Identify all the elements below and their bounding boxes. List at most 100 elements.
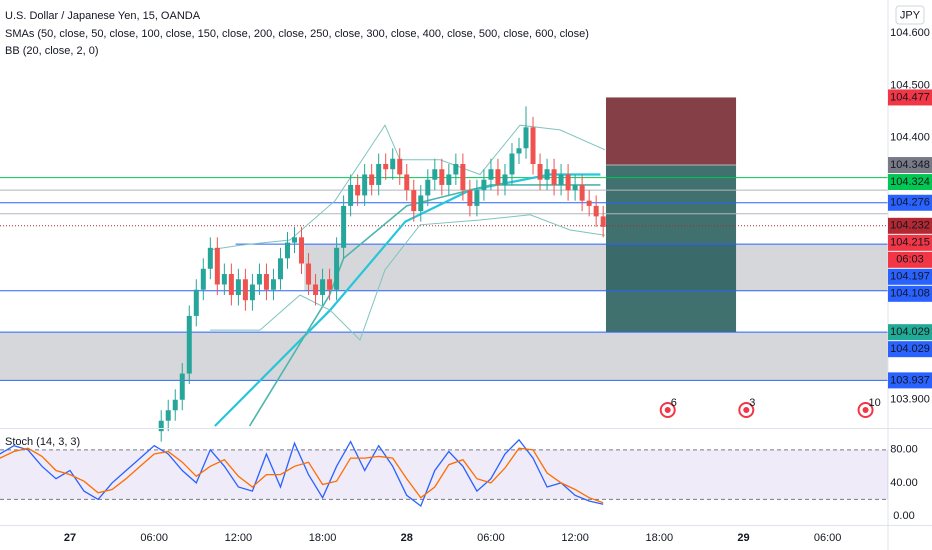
candle-body: [341, 205, 347, 248]
candle-body: [411, 190, 417, 212]
price-tag: [888, 174, 932, 191]
price-tag-label: 104.348: [890, 159, 930, 171]
y-tick-label: 104.400: [890, 132, 930, 144]
price-tag: [888, 341, 932, 358]
candle-body: [397, 158, 403, 175]
indicator-line: [248, 184, 601, 427]
candle-body: [572, 184, 578, 191]
candle-body: [474, 190, 480, 206]
price-tag: [888, 89, 932, 106]
candle-body: [228, 274, 234, 295]
x-tick-label: 12:00: [225, 532, 253, 544]
x-tick-label: 06:00: [140, 532, 168, 544]
price-tag: [888, 372, 932, 389]
countdown-tag: [888, 251, 932, 268]
x-tick-label: 18:00: [646, 532, 674, 544]
candle-body: [446, 174, 452, 185]
x-tick-label: 12:00: [561, 532, 589, 544]
candle-body: [418, 195, 424, 212]
candle-body: [214, 247, 220, 285]
candle-body: [207, 247, 213, 269]
candle-body: [270, 279, 276, 290]
candle-body: [502, 174, 508, 185]
candle-body: [495, 169, 501, 185]
stoch-tick-label: 0.00: [893, 510, 914, 522]
candle-body: [565, 174, 571, 191]
event-dot: [743, 407, 750, 413]
candle-body: [481, 179, 487, 191]
x-tick-label: 06:00: [814, 532, 842, 544]
candle-body: [263, 274, 269, 290]
candle-body: [425, 179, 431, 196]
price-tag: [888, 324, 932, 341]
candle-body: [186, 315, 192, 374]
position-reward: [605, 165, 737, 333]
price-tag-label: 104.477: [890, 91, 930, 103]
candle-body: [537, 163, 543, 180]
candle-body: [362, 174, 368, 196]
price-tag-label: 104.276: [890, 197, 930, 209]
candle-body: [453, 163, 459, 175]
candle-body: [200, 268, 206, 290]
candle-body: [165, 410, 171, 421]
event-count: 3: [749, 397, 755, 409]
chart-title: U.S. Dollar / Japanese Yen, 15, OANDA: [5, 10, 201, 22]
candle-body: [327, 279, 333, 290]
candle-body: [193, 289, 199, 316]
candle-body: [249, 284, 255, 301]
stoch-line: [0, 438, 604, 508]
event-dot: [862, 407, 869, 413]
countdown: 06:03: [896, 254, 924, 266]
price-tag: [888, 194, 932, 211]
candle-body: [284, 242, 290, 259]
position-risk: [605, 97, 737, 166]
stoch-tick-label: 40.00: [890, 477, 918, 489]
candle-body: [320, 279, 326, 295]
candle-body: [348, 184, 354, 206]
zone: [304, 244, 889, 291]
price-tag-label: 104.215: [890, 237, 930, 249]
currency: JPY: [900, 9, 921, 21]
indicator-line: [214, 173, 601, 427]
candle-body: [306, 263, 312, 285]
stoch-line: [0, 447, 604, 504]
price-tag: [888, 234, 932, 251]
candle-body: [579, 184, 585, 201]
x-tick-label: 06:00: [477, 532, 505, 544]
price-tag-label: 104.232: [890, 220, 930, 232]
candle-body: [432, 169, 438, 180]
price-tag-label: 104.029: [890, 343, 930, 355]
candle-body: [299, 237, 305, 264]
candle-body: [334, 247, 340, 290]
candle-body: [439, 169, 445, 185]
candle-body: [355, 184, 361, 196]
candle-body: [179, 373, 185, 400]
candle-body: [586, 200, 592, 206]
candle-body: [376, 163, 382, 185]
event-count: 6: [671, 397, 677, 409]
candle-body: [516, 148, 522, 154]
event-dot: [664, 407, 671, 413]
currency-box: [895, 5, 925, 25]
price-tag-label: 104.324: [890, 176, 930, 188]
candle-body: [467, 190, 473, 206]
price-tag: [888, 285, 932, 302]
event-count: 10: [869, 397, 881, 409]
price-tag-label: 104.108: [890, 288, 930, 300]
x-tick-label: 27: [64, 532, 76, 544]
price-tag: [888, 217, 932, 234]
candle-body: [390, 158, 396, 170]
y-tick-label: 103.900: [890, 394, 930, 406]
candle-body: [158, 420, 164, 432]
stoch-tick-label: 80.00: [890, 444, 918, 456]
indicator-line: [210, 214, 606, 341]
price-tag-label: 103.937: [890, 374, 930, 386]
candle-body: [460, 163, 466, 191]
indicator-legend: BB (20, close, 2, 0): [5, 45, 99, 57]
candle-body: [242, 279, 248, 301]
indicator-legend: SMAs (50, close, 50, close, 100, close, …: [5, 28, 589, 40]
x-tick-label: 28: [401, 532, 413, 544]
y-tick-label: 104.600: [890, 27, 930, 39]
